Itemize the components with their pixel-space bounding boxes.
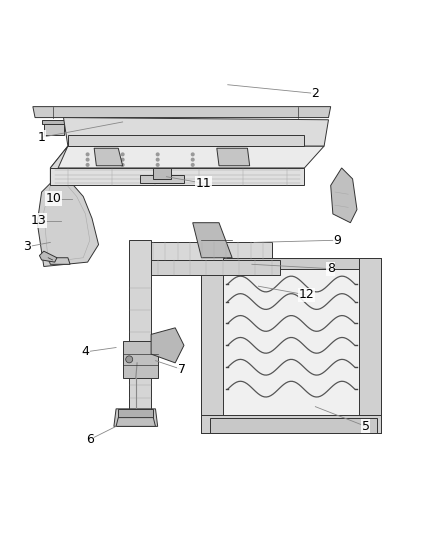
Text: 11: 11	[196, 177, 212, 190]
Text: 6: 6	[86, 433, 94, 446]
Polygon shape	[151, 260, 280, 275]
Polygon shape	[42, 120, 66, 124]
Polygon shape	[123, 341, 158, 378]
Polygon shape	[201, 415, 381, 433]
Polygon shape	[217, 148, 250, 166]
Polygon shape	[223, 258, 359, 269]
Text: 3: 3	[23, 240, 31, 253]
Circle shape	[86, 153, 89, 156]
Polygon shape	[140, 174, 184, 183]
Text: 4: 4	[81, 345, 89, 358]
Polygon shape	[129, 240, 151, 409]
Polygon shape	[94, 148, 123, 166]
Text: 12: 12	[299, 288, 314, 302]
Circle shape	[191, 153, 194, 156]
Polygon shape	[50, 146, 324, 168]
Text: 7: 7	[178, 363, 186, 376]
Circle shape	[86, 164, 89, 166]
Text: 1: 1	[38, 131, 46, 144]
Polygon shape	[50, 146, 68, 185]
Polygon shape	[151, 328, 184, 363]
Circle shape	[156, 164, 159, 166]
Circle shape	[191, 164, 194, 166]
Polygon shape	[48, 258, 70, 264]
Text: 5: 5	[362, 420, 370, 433]
Text: 2: 2	[311, 87, 319, 100]
Polygon shape	[44, 124, 64, 135]
Polygon shape	[140, 243, 272, 260]
Polygon shape	[193, 223, 232, 258]
Circle shape	[156, 158, 159, 161]
Text: 9: 9	[333, 233, 341, 247]
Polygon shape	[201, 258, 381, 433]
Circle shape	[86, 158, 89, 161]
Polygon shape	[280, 124, 315, 140]
Circle shape	[126, 356, 133, 363]
Polygon shape	[201, 258, 223, 433]
Circle shape	[156, 153, 159, 156]
Polygon shape	[68, 135, 304, 146]
Circle shape	[191, 158, 194, 161]
Polygon shape	[331, 168, 357, 223]
Polygon shape	[278, 120, 318, 124]
Polygon shape	[118, 409, 153, 418]
Polygon shape	[114, 409, 158, 426]
Polygon shape	[64, 118, 328, 146]
Polygon shape	[39, 251, 57, 262]
Polygon shape	[359, 258, 381, 433]
Circle shape	[121, 164, 124, 166]
Text: 10: 10	[46, 192, 61, 205]
Text: 13: 13	[31, 214, 46, 227]
Polygon shape	[153, 168, 171, 179]
Polygon shape	[37, 179, 99, 266]
Circle shape	[121, 158, 124, 161]
Text: 8: 8	[327, 262, 335, 275]
Polygon shape	[210, 418, 377, 433]
Polygon shape	[116, 418, 155, 426]
Circle shape	[121, 153, 124, 156]
Polygon shape	[50, 168, 304, 185]
Polygon shape	[33, 107, 331, 118]
